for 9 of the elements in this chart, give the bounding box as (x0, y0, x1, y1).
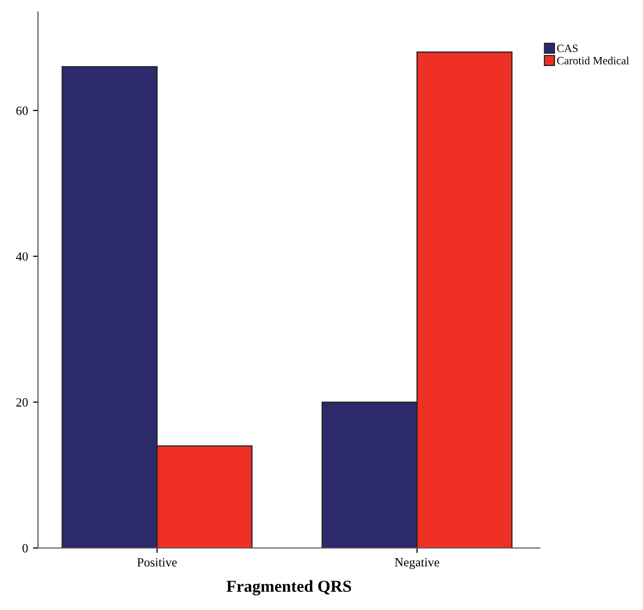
legend-label: Carotid Medical (557, 56, 629, 64)
x-tick-label: Positive (137, 558, 177, 567)
y-tick-label: 60 (16, 106, 28, 115)
legend-label: CAS (557, 44, 578, 52)
x-tick-label: Negative (394, 558, 440, 570)
y-tick-label: 40 (16, 252, 28, 261)
y-tick-label: 20 (16, 398, 28, 407)
x-axis-title: Fragmented QRS (226, 580, 352, 596)
y-tick-label: 0 (22, 544, 28, 552)
